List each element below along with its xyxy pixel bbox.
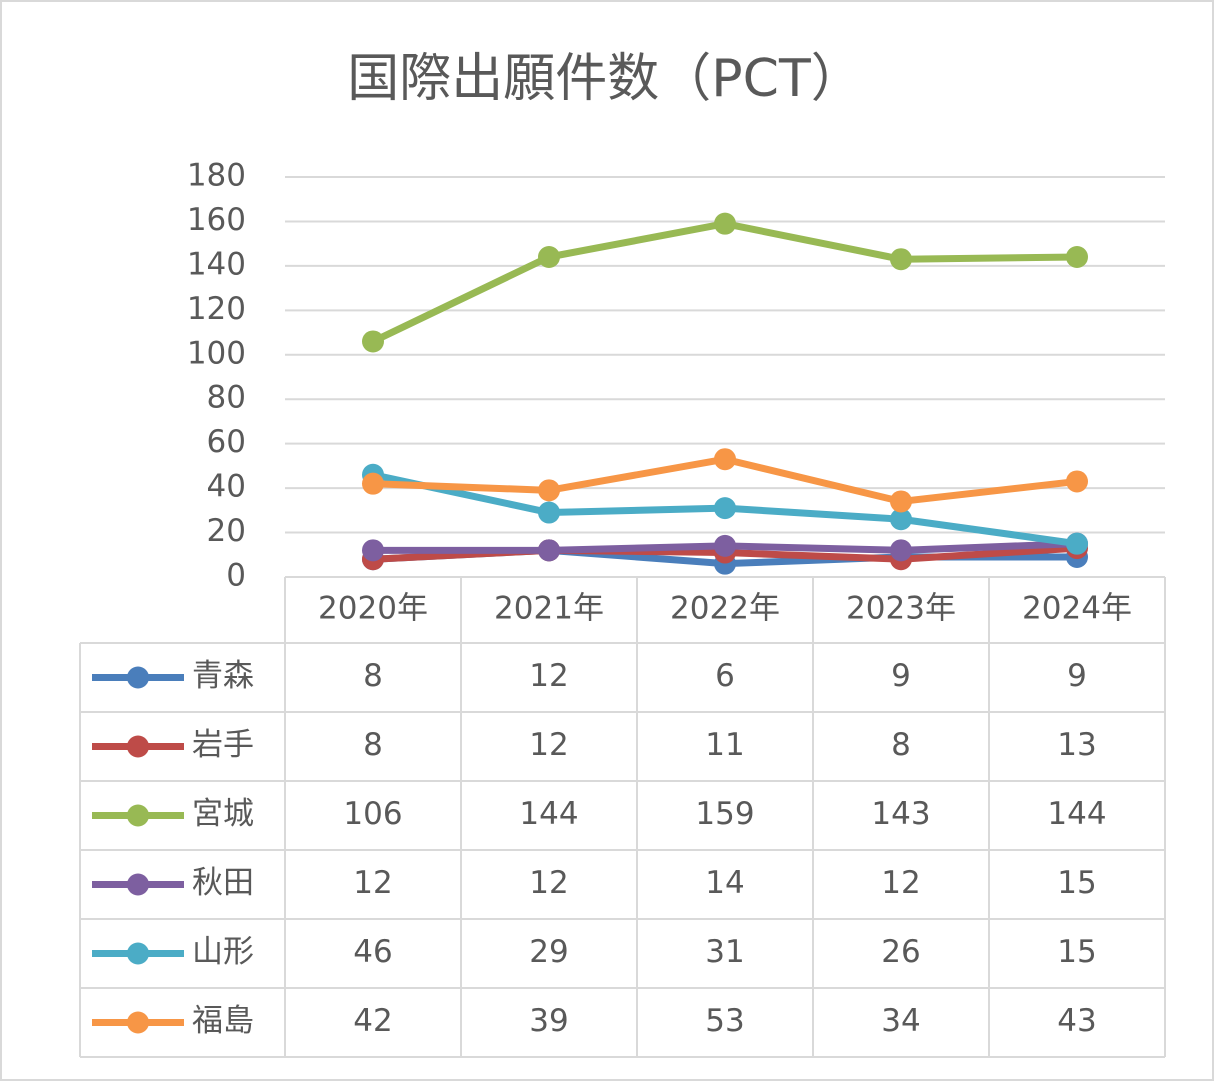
y-tick-label: 80 (207, 380, 246, 416)
data-point (1066, 246, 1088, 268)
table-value: 12 (529, 727, 568, 763)
x-tick-label: 2021年 (494, 591, 604, 627)
data-point (362, 330, 384, 353)
table-value: 13 (1057, 727, 1096, 763)
data-point (1066, 470, 1088, 493)
table-value: 8 (363, 658, 383, 694)
y-tick-label: 20 (207, 513, 246, 549)
data-point (362, 539, 384, 562)
data-point (538, 479, 560, 502)
legend-marker (127, 942, 149, 965)
table-value: 34 (881, 1003, 920, 1039)
data-point (1066, 532, 1088, 555)
legend-label: 秋田 (192, 865, 254, 901)
legend-marker (127, 666, 149, 689)
y-tick-label: 160 (187, 202, 246, 238)
table-value: 31 (705, 934, 744, 970)
table-value: 12 (881, 865, 920, 901)
table-value: 8 (363, 727, 383, 763)
data-point (890, 508, 912, 531)
table-value: 53 (705, 1003, 744, 1039)
table-value: 42 (353, 1003, 392, 1039)
table-value: 12 (353, 865, 392, 901)
table-value: 15 (1057, 934, 1096, 970)
table-value: 9 (1067, 658, 1087, 694)
legend-marker (127, 804, 149, 827)
legend-label: 青森 (192, 658, 254, 694)
table-value: 9 (891, 658, 911, 694)
x-tick-label: 2023年 (846, 591, 956, 627)
y-tick-label: 100 (187, 335, 246, 371)
data-point (890, 490, 912, 513)
table-value: 39 (529, 1003, 568, 1039)
legend-marker (127, 1011, 149, 1034)
table-value: 12 (529, 658, 568, 694)
table-value: 6 (715, 658, 735, 694)
data-point (538, 539, 560, 562)
data-point (890, 539, 912, 562)
y-tick-label: 60 (207, 424, 246, 460)
data-point (538, 501, 560, 524)
y-tick-label: 40 (207, 469, 246, 505)
data-point (714, 212, 736, 235)
y-tick-label: 180 (187, 158, 246, 194)
table-value: 46 (353, 934, 392, 970)
data-point (362, 472, 384, 495)
table-value: 43 (1057, 1003, 1096, 1039)
table-value: 29 (529, 934, 568, 970)
y-tick-label: 120 (187, 291, 246, 327)
table-value: 12 (529, 865, 568, 901)
chart-title: 国際出願件数（PCT） (347, 49, 862, 109)
table-value: 144 (1047, 796, 1106, 832)
table-value: 11 (705, 727, 744, 763)
data-point (714, 448, 736, 471)
x-tick-label: 2020年 (318, 591, 428, 627)
table-value: 14 (705, 865, 744, 901)
legend-label: 岩手 (192, 727, 254, 763)
data-point (538, 246, 560, 268)
data-point (890, 248, 912, 271)
data-point (714, 497, 736, 520)
y-tick-label: 140 (187, 246, 246, 282)
data-point (714, 534, 736, 557)
y-tick-label: 0 (226, 558, 246, 594)
legend-label: 山形 (192, 934, 254, 970)
x-tick-label: 2022年 (670, 591, 780, 627)
legend-label: 宮城 (192, 796, 254, 832)
table-value: 143 (871, 796, 930, 832)
table-value: 106 (343, 796, 402, 832)
legend-marker (127, 735, 149, 758)
table-value: 8 (891, 727, 911, 763)
x-tick-label: 2024年 (1022, 591, 1132, 627)
legend-label: 福島 (192, 1003, 254, 1039)
legend-marker (127, 873, 149, 896)
table-value: 159 (695, 796, 754, 832)
table-value: 26 (881, 934, 920, 970)
table-value: 144 (519, 796, 578, 832)
table-value: 15 (1057, 865, 1096, 901)
